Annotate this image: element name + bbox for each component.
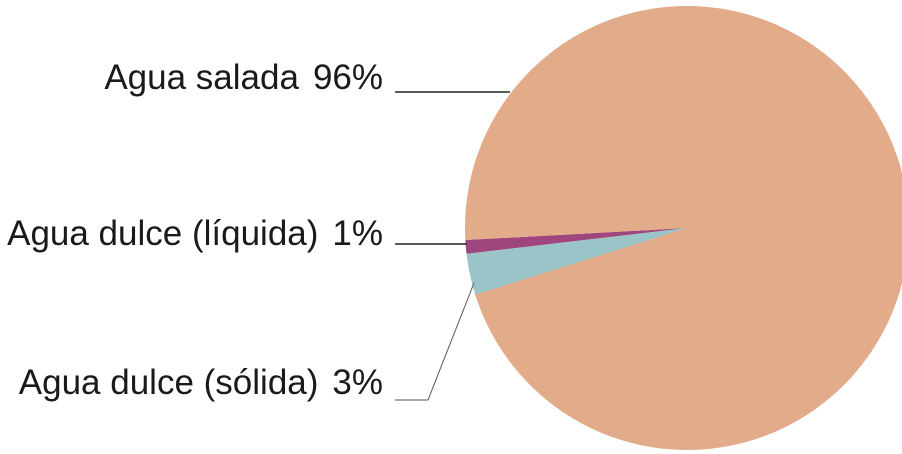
slice-label: Agua salada 96% <box>104 58 383 97</box>
category-name: Agua salada <box>104 58 299 97</box>
value-label: 96% <box>313 58 383 97</box>
pie <box>465 6 902 450</box>
pie-slice <box>466 228 687 295</box>
value-label: 1% <box>332 214 383 253</box>
leader-line <box>395 282 475 401</box>
pie-slice <box>465 228 687 254</box>
category-name: Agua dulce (líquida) <box>7 214 318 253</box>
slice-label: Agua dulce (sólida) 3% <box>19 363 383 402</box>
slice-label: Agua dulce (líquida) 1% <box>7 214 383 253</box>
value-label: 3% <box>332 363 383 402</box>
pie-slice <box>465 6 902 450</box>
category-name: Agua dulce (sólida) <box>19 363 319 402</box>
